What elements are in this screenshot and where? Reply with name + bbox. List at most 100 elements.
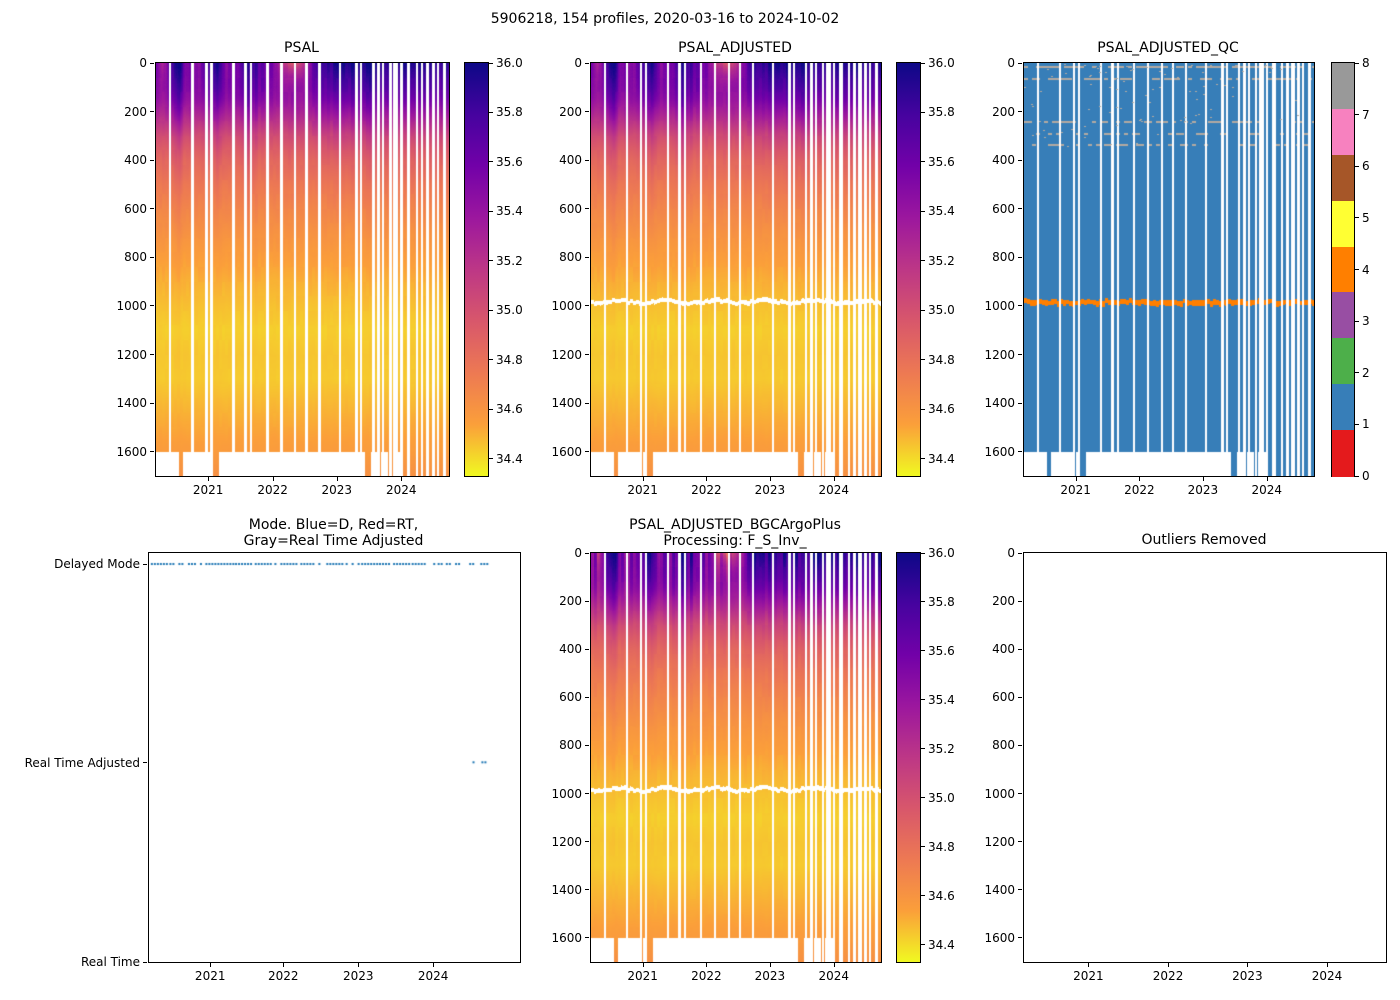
x-tick-label: 2023 (1232, 969, 1263, 983)
colorbar-tick-mark (921, 699, 925, 701)
colorbar-tick-mark (921, 309, 925, 311)
colorbar-tick-label: 34.4 (928, 451, 955, 466)
y-tick-mark (585, 305, 589, 307)
colorbar-tick-label: 35.8 (928, 105, 955, 120)
qc-colorbar (1331, 62, 1355, 477)
colorbar-tick-label: 34.8 (928, 839, 955, 854)
colorbar-tick-label: 35.6 (496, 154, 523, 169)
y-tick-mark (1018, 354, 1022, 356)
colorbar-tick-mark (489, 161, 493, 163)
qc-colorbar-tick-label: 4 (1362, 262, 1370, 277)
y-tick-label: 1000 (984, 786, 1015, 801)
y-tick-mark (143, 563, 147, 565)
colorbar-tick-mark (1355, 475, 1359, 477)
y-tick-label: 800 (992, 738, 1015, 753)
x-tick-label: 2021 (192, 483, 224, 497)
qc-colorbar-segment (1332, 154, 1354, 202)
y-tick-label: 800 (559, 738, 582, 753)
y-tick-label: 1200 (984, 347, 1015, 362)
colorbar-tick-mark (1355, 62, 1359, 64)
colorbar-tick-mark (489, 260, 493, 262)
y-tick-label: 200 (559, 104, 582, 119)
y-tick-label: 1200 (551, 347, 582, 362)
y-tick-label: 1400 (116, 396, 147, 411)
x-tick-label: 2024 (417, 969, 449, 983)
outliers-axes (1023, 552, 1387, 963)
y-tick-label: 1200 (116, 347, 147, 362)
colorbar-tick-mark (1355, 269, 1359, 270)
x-tick-label: 2022 (1124, 483, 1155, 497)
y-tick-label: 1000 (551, 298, 582, 313)
y-tick-mark (585, 600, 589, 602)
y-tick-mark (1018, 552, 1022, 554)
x-tick-label: 2023 (754, 483, 786, 497)
colorbar-tick-mark (921, 797, 925, 799)
x-tick-label: 2021 (1073, 969, 1104, 983)
psal-title: PSAL (284, 40, 319, 56)
y-tick-mark (1018, 841, 1022, 843)
colorbar-tick-mark (1355, 114, 1359, 116)
y-tick-label: 800 (124, 250, 147, 265)
x-tick-label: 2024 (818, 483, 849, 497)
colorbar-tick-label: 35.4 (928, 692, 955, 707)
x-tick-label: 2022 (257, 483, 288, 497)
y-tick-label: 1000 (116, 298, 147, 313)
y-tick-label: 600 (992, 201, 1015, 216)
y-tick-label: 0 (1007, 56, 1015, 70)
x-tick-label: 2024 (818, 969, 849, 983)
qc-colorbar-segment (1332, 108, 1354, 156)
y-tick-mark (150, 111, 154, 113)
x-tick-label: 2023 (1187, 483, 1219, 497)
y-tick-mark (150, 402, 154, 404)
y-tick-mark (1018, 402, 1022, 404)
colorbar-tick-label: 35.4 (496, 204, 523, 219)
y-tick-label: 1200 (984, 834, 1015, 849)
colorbar-tick-mark (921, 944, 925, 946)
psal-colorbar (464, 62, 489, 477)
y-tick-mark (585, 159, 589, 161)
y-tick-mark (1018, 305, 1022, 307)
colorbar-tick-mark (489, 111, 493, 113)
y-tick-label: 800 (992, 250, 1015, 265)
y-tick-mark (150, 305, 154, 307)
x-tick-label: 2024 (1251, 483, 1282, 497)
qc-colorbar-segment (1332, 200, 1354, 248)
y-tick-mark (585, 937, 589, 939)
y-tick-mark (1018, 451, 1022, 453)
bgc-title-line1: PSAL_ADJUSTED_BGCArgoPlus (629, 517, 841, 533)
y-tick-mark (1018, 62, 1022, 64)
y-tick-label: 800 (559, 250, 582, 265)
colorbar-tick-mark (921, 748, 925, 750)
mode-axes (148, 552, 521, 963)
y-tick-label: 400 (992, 642, 1015, 657)
colorbar-tick-mark (921, 408, 925, 410)
colorbar-tick-mark (921, 895, 925, 897)
x-tick-mark (358, 963, 360, 967)
x-tick-mark (272, 477, 274, 481)
colorbar-tick-label: 34.4 (928, 937, 955, 952)
qc-colorbar-tick-label: 7 (1362, 107, 1370, 122)
y-tick-mark (585, 62, 589, 64)
y-tick-mark (585, 111, 589, 113)
x-tick-mark (769, 477, 771, 481)
y-tick-label: 400 (992, 153, 1015, 168)
psal-axes (155, 62, 450, 477)
y-tick-label: 0 (139, 56, 147, 70)
colorbar-tick-mark (921, 210, 925, 212)
x-tick-mark (833, 477, 835, 481)
bgc-title: PSAL_ADJUSTED_BGCArgoPlus Processing: F_… (590, 517, 880, 549)
y-tick-mark (143, 762, 147, 764)
colorbar-tick-label: 35.8 (496, 105, 523, 120)
colorbar-tick-label: 34.6 (496, 402, 523, 417)
colorbar-tick-label: 35.0 (496, 303, 523, 318)
colorbar-tick-label: 35.0 (928, 790, 955, 805)
colorbar-tick-label: 35.0 (928, 303, 955, 318)
colorbar-tick-label: 36.0 (928, 56, 955, 70)
qc-colorbar-tick-label: 8 (1362, 56, 1370, 70)
x-tick-label: 2021 (627, 483, 658, 497)
colorbar-tick-mark (1355, 165, 1359, 167)
psal-adjusted-title: PSAL_ADJUSTED (678, 40, 792, 56)
y-tick-mark (1018, 600, 1022, 602)
x-tick-mark (336, 477, 338, 481)
y-tick-label: 1400 (551, 882, 582, 897)
